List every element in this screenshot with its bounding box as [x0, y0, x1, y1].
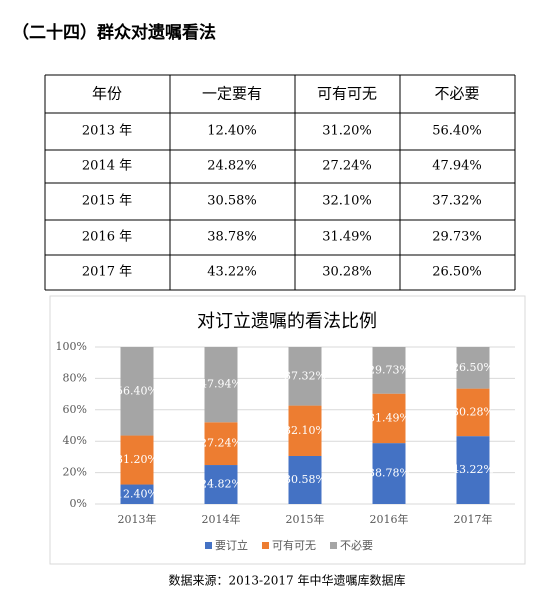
table-cell: 2017 年	[82, 265, 132, 280]
x-tick-label: 2017年	[454, 512, 493, 526]
data-label: 32.10%	[284, 424, 326, 437]
bar-segment	[204, 347, 238, 423]
x-tick-label: 2016年	[370, 512, 409, 526]
bar-segment	[120, 484, 154, 504]
y-tick-label: 0%	[70, 497, 87, 510]
data-label: 26.50%	[452, 361, 494, 374]
bar-segment	[204, 422, 238, 466]
table-cell: 37.32%	[432, 194, 482, 209]
bar-segment	[288, 455, 322, 504]
data-label: 29.73%	[368, 363, 410, 376]
table-grid	[44, 74, 516, 291]
table-cell: 2016 年	[82, 230, 132, 245]
legend-swatch	[262, 542, 269, 549]
bar-segment	[204, 465, 238, 504]
bar-segment	[456, 436, 490, 504]
table-cell: 26.50%	[432, 265, 482, 280]
table-cell: 2015 年	[82, 194, 132, 209]
table-cell: 47.94%	[432, 159, 482, 174]
table-cell: 29.73%	[432, 230, 482, 245]
bar-segment	[372, 347, 406, 394]
data-label: 31.20%	[116, 453, 158, 466]
chart-title: 对订立遗嘱的看法比例	[197, 311, 377, 332]
data-label: 12.40%	[116, 487, 158, 500]
table-header: 可有可无	[317, 85, 377, 103]
legend-label: 要订立	[215, 538, 248, 552]
table-cell: 12.40%	[207, 124, 257, 139]
bar-segment	[372, 443, 406, 504]
data-label: 43.22%	[452, 463, 494, 476]
table-cell: 56.40%	[432, 124, 482, 139]
data-label: 24.82%	[200, 478, 242, 491]
data-label: 27.24%	[200, 437, 242, 450]
bar-segment	[288, 347, 322, 406]
x-tick-label: 2014年	[202, 512, 241, 526]
table-cell: 30.58%	[207, 194, 257, 209]
bar-segment	[288, 405, 322, 456]
y-tick-label: 80%	[63, 371, 87, 384]
table-header: 不必要	[434, 85, 479, 103]
data-label: 30.58%	[284, 473, 326, 486]
bar-segment	[120, 347, 154, 436]
legend-swatch	[330, 542, 337, 549]
source: 数据来源：2013-2017 年中华遗嘱库数据库	[169, 573, 406, 588]
table-header: 一定要有	[202, 85, 262, 103]
data-label: 56.40%	[116, 384, 158, 397]
bar-segment	[120, 435, 154, 485]
data-label: 30.28%	[452, 405, 494, 418]
y-tick-label: 60%	[63, 403, 87, 416]
table-cell: 2013 年	[82, 124, 132, 139]
y-tick-label: 20%	[63, 466, 87, 479]
table-cell: 2014 年	[82, 159, 132, 174]
y-tick-label: 100%	[56, 340, 87, 353]
x-tick-label: 2015年	[286, 512, 325, 526]
data-label: 38.78%	[368, 467, 410, 480]
table-cell: 31.20%	[322, 124, 372, 139]
table-header: 年份	[92, 85, 122, 103]
data-label: 47.94%	[200, 378, 242, 391]
heading: （二十四）群众对遗嘱看法	[12, 22, 216, 43]
table-cell: 27.24%	[322, 159, 372, 174]
table-cell: 32.10%	[322, 194, 372, 209]
table-cell: 31.49%	[322, 230, 372, 245]
legend-swatch	[205, 542, 212, 549]
legend-label: 可有可无	[272, 538, 316, 552]
table-cell: 43.22%	[207, 265, 257, 280]
data-label: 37.32%	[284, 369, 326, 382]
table-cell: 24.82%	[207, 159, 257, 174]
bar-segment	[456, 388, 490, 437]
data-label: 31.49%	[368, 411, 410, 424]
y-tick-label: 40%	[63, 434, 87, 447]
table-cell: 30.28%	[322, 265, 372, 280]
legend-label: 不必要	[340, 539, 373, 552]
bar-segment	[372, 393, 406, 444]
table-cell: 38.78%	[207, 230, 257, 245]
bar-segment	[456, 347, 490, 389]
x-tick-label: 2013年	[118, 512, 157, 526]
